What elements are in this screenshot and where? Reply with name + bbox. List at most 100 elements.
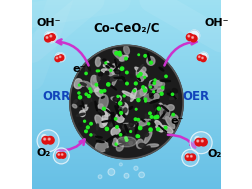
Circle shape [78,84,80,86]
Ellipse shape [167,93,173,96]
Circle shape [118,102,121,105]
Polygon shape [197,52,207,61]
Ellipse shape [102,112,107,126]
Ellipse shape [95,136,102,138]
Ellipse shape [87,64,90,71]
Bar [32,105,220,106]
Ellipse shape [119,78,123,81]
Bar [32,67,220,68]
Circle shape [144,98,146,100]
Bar [32,140,220,141]
Ellipse shape [118,102,128,112]
Bar [32,56,220,57]
Ellipse shape [149,100,159,103]
Bar [32,36,220,37]
Ellipse shape [119,101,124,106]
Circle shape [134,118,136,120]
Ellipse shape [111,64,118,76]
Ellipse shape [161,113,164,118]
Circle shape [98,70,99,72]
Bar [32,149,220,150]
Circle shape [153,116,156,119]
Circle shape [85,72,87,75]
Circle shape [114,52,118,55]
Circle shape [155,115,158,119]
Bar [32,91,220,92]
Bar [32,134,220,135]
Circle shape [56,153,62,158]
Circle shape [200,56,205,62]
Ellipse shape [141,119,144,122]
Circle shape [115,143,117,145]
Ellipse shape [99,94,108,109]
Ellipse shape [105,71,108,75]
Circle shape [188,154,195,160]
Ellipse shape [129,136,133,140]
Bar [32,42,220,43]
Circle shape [48,138,50,140]
Ellipse shape [115,134,124,136]
Circle shape [120,69,122,70]
Ellipse shape [122,77,125,83]
Ellipse shape [145,114,148,118]
Bar [32,126,220,127]
Ellipse shape [165,117,174,129]
Circle shape [87,95,90,98]
Bar [32,100,220,101]
Ellipse shape [153,94,159,100]
Bar [32,142,220,143]
Circle shape [108,169,114,175]
Circle shape [171,113,174,116]
Bar [32,152,220,153]
Ellipse shape [107,67,119,76]
Ellipse shape [74,79,82,89]
Circle shape [118,51,120,54]
Ellipse shape [74,100,77,103]
Ellipse shape [124,124,128,133]
Bar [32,156,220,157]
Bar [32,73,220,74]
Circle shape [149,61,152,64]
Circle shape [144,100,146,102]
Circle shape [116,95,118,97]
Bar [32,124,220,125]
Bar [32,108,220,109]
Circle shape [83,120,85,122]
Bar [32,129,220,130]
Bar [32,33,220,34]
Bar [32,86,220,87]
Ellipse shape [129,107,132,109]
Bar [32,53,220,54]
Bar [32,26,220,27]
Bar [32,60,220,61]
Polygon shape [44,32,56,43]
FancyArrowPatch shape [167,135,194,148]
Circle shape [160,92,163,95]
Ellipse shape [144,131,151,143]
Bar [32,3,220,4]
Circle shape [129,131,131,132]
Bar [32,136,220,137]
Circle shape [56,57,57,59]
Bar [32,137,220,138]
Circle shape [156,128,159,131]
Bar [32,34,220,35]
Bar [32,32,220,33]
Bar [32,74,220,75]
Circle shape [137,54,139,56]
Circle shape [89,134,92,136]
Ellipse shape [130,126,133,131]
Bar [32,12,220,13]
Bar [32,188,220,189]
Circle shape [190,132,211,154]
Ellipse shape [87,95,91,103]
Bar [32,76,220,77]
Ellipse shape [117,101,118,108]
Bar [32,92,220,93]
Bar [32,28,220,29]
Ellipse shape [80,83,86,85]
Ellipse shape [119,132,124,135]
Polygon shape [187,30,199,41]
Ellipse shape [154,120,163,132]
Bar [32,98,220,99]
